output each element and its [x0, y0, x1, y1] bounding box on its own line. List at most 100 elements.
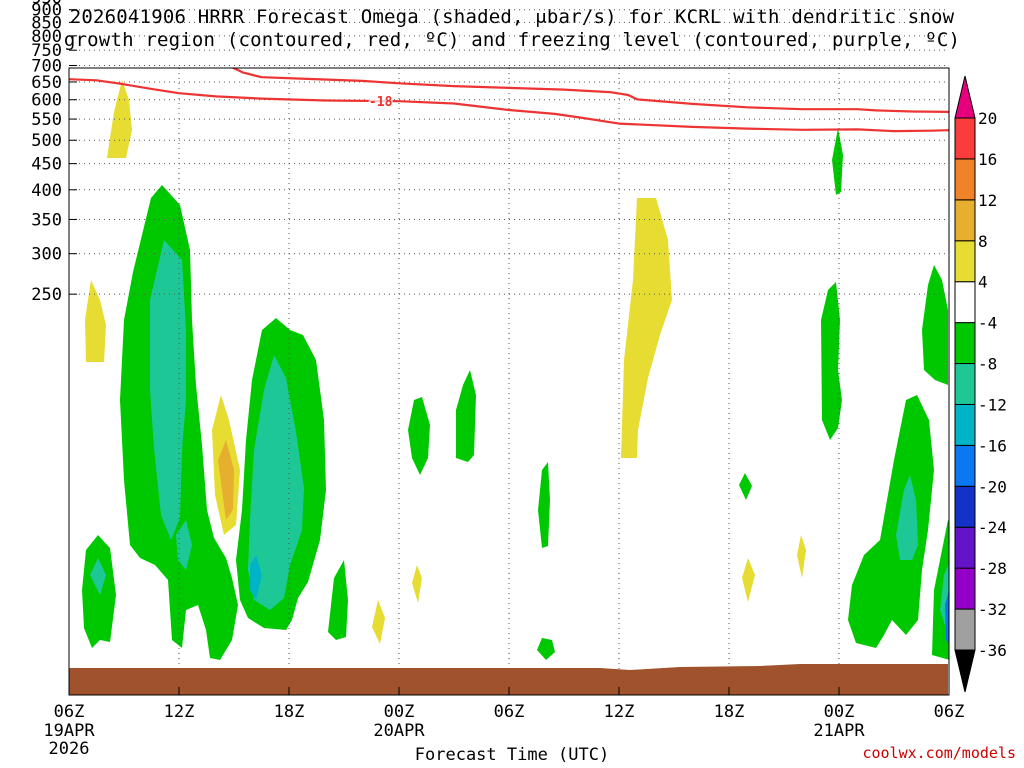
x-axis-label: Forecast Time (UTC) — [414, 745, 610, 765]
x-tick-label: 12Z — [604, 702, 635, 722]
omega-patch — [538, 462, 550, 548]
omega-patch — [176, 520, 192, 570]
colorbar-min-triangle — [954, 649, 976, 693]
colorbar-label: 8 — [978, 232, 988, 251]
colorbar-max-triangle — [954, 75, 976, 119]
colorbar-label: -8 — [978, 355, 997, 374]
omega-patch — [248, 355, 304, 610]
contour-line — [69, 14, 949, 62]
y-tick-label: 650 — [31, 73, 62, 93]
y-tick-label: 400 — [31, 181, 62, 201]
colorbar-label: -4 — [978, 314, 997, 333]
colorbar-bin — [954, 567, 976, 610]
omega-patch — [456, 370, 476, 462]
colorbar-bin — [954, 322, 976, 365]
colorbar-bin — [954, 526, 976, 569]
x-tick-label: 06Z — [494, 702, 525, 722]
y-tick-label: 350 — [31, 210, 62, 230]
y-tick-label: 550 — [31, 110, 62, 130]
omega-shading — [82, 80, 949, 660]
contour-label-bg — [368, 92, 393, 109]
colorbar-label: 16 — [978, 150, 997, 169]
colorbar-bin — [954, 281, 976, 324]
contour-label-bg — [185, 14, 209, 30]
contour-line — [69, 78, 949, 133]
chart-title: 2026041906 HRRR Forecast Omega (shaded, … — [0, 6, 1024, 52]
omega-patch — [90, 558, 106, 595]
x-tick-date-label: 19APR — [43, 721, 95, 741]
grid — [69, 9, 949, 695]
omega-patch — [896, 475, 918, 560]
omega-patch — [150, 240, 186, 540]
omega-patch — [932, 520, 949, 660]
omega-patch — [739, 473, 752, 500]
chart-title-line-1: 2026041906 HRRR Forecast Omega (shaded, … — [69, 6, 955, 28]
colorbar-bin — [954, 240, 976, 283]
x-tick-label: 12Z — [164, 702, 195, 722]
x-tick-label: 18Z — [274, 702, 305, 722]
y-axis-ticks: 2503003504004505005506006507007508008509… — [31, 0, 77, 305]
omega-patch — [218, 440, 234, 520]
y-tick-label: 600 — [31, 91, 62, 111]
omega-patch — [328, 560, 348, 640]
y-tick-label: 700 — [31, 57, 62, 77]
y-tick-label: 800 — [31, 27, 62, 47]
colorbar-bin — [954, 363, 976, 405]
colorbar-label: -36 — [978, 641, 1007, 660]
omega-patch — [848, 395, 934, 648]
colorbar-label: -12 — [978, 395, 1007, 414]
credit-link[interactable]: coolwx.com/models — [862, 744, 1016, 762]
x-tick-date-label: 20APR — [373, 721, 425, 741]
chart-title-line-2: growth region (contoured, red, ºC) and f… — [63, 29, 961, 51]
y-tick-label: 300 — [31, 245, 62, 265]
y-tick-label: 850 — [31, 13, 62, 33]
y-tick-label: 500 — [31, 131, 62, 151]
omega-patch — [408, 397, 430, 475]
y-tick-label: 750 — [31, 41, 62, 61]
y-tick-label: 950 — [31, 0, 62, 9]
omega-patch — [372, 600, 385, 644]
colorbar-bin — [954, 444, 976, 487]
colorbar-label: -16 — [978, 436, 1007, 455]
omega-patch — [821, 282, 842, 440]
colorbar-label: -28 — [978, 559, 1007, 578]
contour-label: -18 — [369, 95, 393, 110]
x-tick-label: 06Z — [934, 702, 965, 722]
colorbar-label: -24 — [978, 518, 1007, 537]
colorbar-bin — [954, 117, 976, 160]
colorbar-label: 20 — [978, 109, 997, 128]
x-tick-label: 18Z — [714, 702, 745, 722]
x-tick-label: 06Z — [54, 702, 85, 722]
omega-patch — [250, 555, 262, 600]
contour-label: -12 — [79, 54, 102, 69]
omega-patch — [621, 198, 672, 458]
y-tick-label: 450 — [31, 155, 62, 175]
colorbar-label: 4 — [978, 273, 988, 292]
colorbar-bin — [954, 403, 976, 446]
colorbar: 20 16 12 8 4 -4 -8 -12 -16 -20 -24 -28 -32 -36 — [954, 75, 1007, 693]
omega-patch — [412, 565, 422, 603]
omega-patch — [742, 558, 755, 602]
x-tick-label: 00Z — [384, 702, 415, 722]
colorbar-label: -32 — [978, 600, 1007, 619]
omega-patch — [797, 535, 806, 578]
colorbar-bin — [954, 608, 976, 651]
colorbar-bin — [954, 158, 976, 201]
x-tick-date-label: 21APR — [813, 721, 865, 741]
omega-patch — [832, 128, 843, 195]
y-tick-label: 250 — [31, 285, 62, 305]
colorbar-label: 12 — [978, 191, 997, 210]
contour-label: 0 — [193, 16, 201, 31]
colorbar-bin — [954, 199, 976, 242]
omega-patch — [85, 280, 106, 362]
x-tick-label: 00Z — [824, 702, 855, 722]
colorbar-label: -20 — [978, 477, 1007, 496]
omega-patch — [537, 638, 555, 660]
x-tick-year-label: 2026 — [49, 739, 90, 759]
y-tick-label: 900 — [31, 1, 62, 21]
colorbar-bin — [954, 485, 976, 528]
omega-patch — [945, 590, 949, 644]
omega-patch — [922, 265, 948, 385]
contour-label-bg — [79, 68, 103, 69]
